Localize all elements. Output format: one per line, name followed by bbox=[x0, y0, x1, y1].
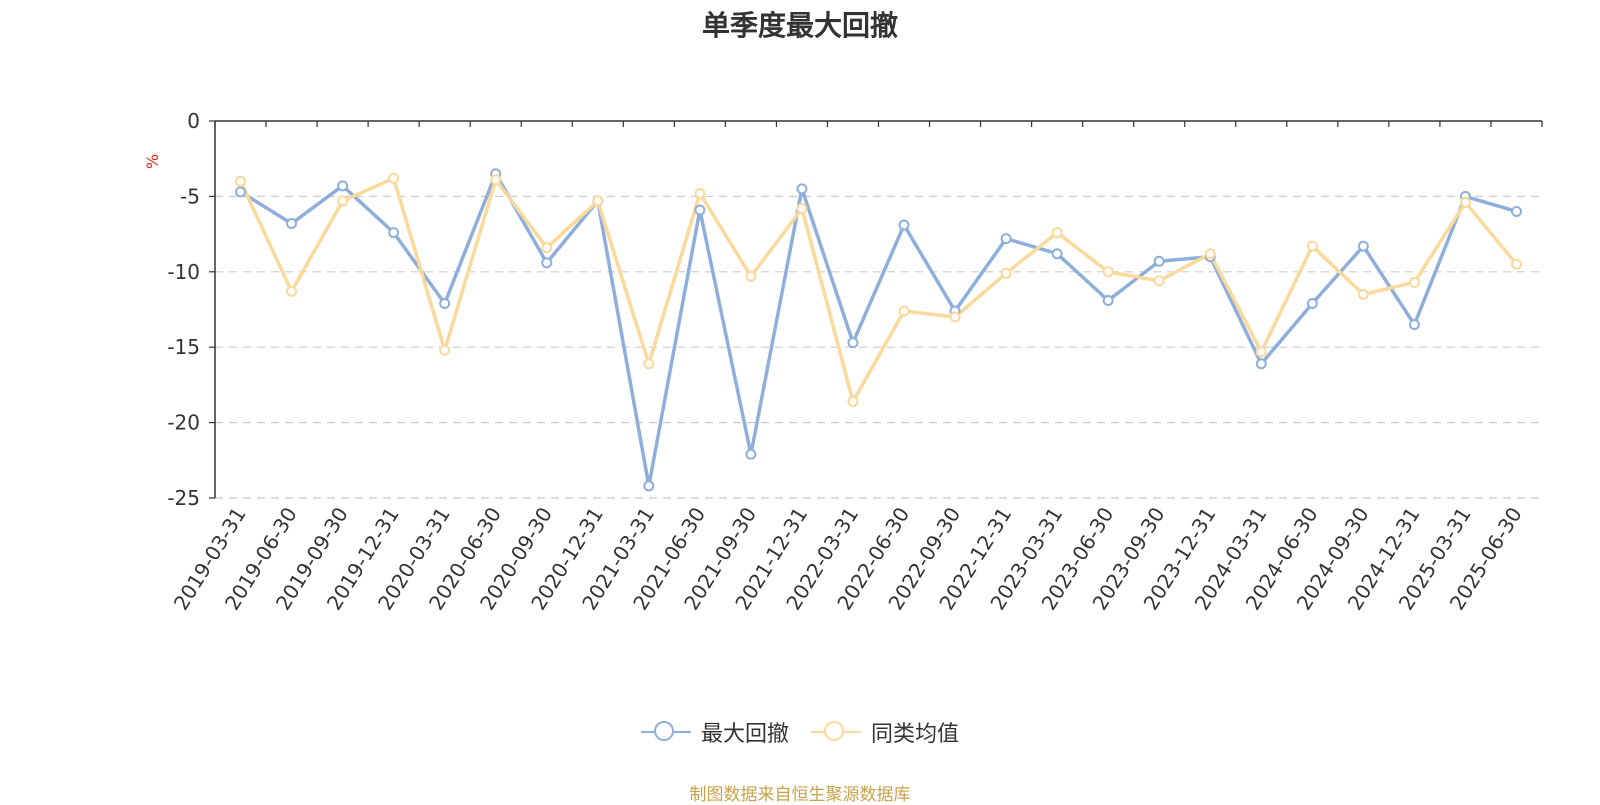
data-point-max-drawdown bbox=[898, 219, 910, 231]
y-tick-label: -20 bbox=[167, 411, 200, 435]
data-point-max-drawdown bbox=[643, 480, 655, 492]
y-axis-label: % bbox=[143, 154, 162, 169]
y-tick-label: 0 bbox=[187, 109, 200, 133]
legend-item-max-drawdown[interactable]: 最大回撤 bbox=[640, 716, 789, 748]
data-point-peer-average bbox=[898, 305, 910, 317]
data-point-peer-average bbox=[286, 285, 298, 297]
chart-title: 单季度最大回撤 bbox=[701, 9, 898, 42]
data-point-max-drawdown bbox=[847, 337, 859, 349]
data-point-max-drawdown bbox=[337, 180, 349, 192]
data-point-max-drawdown bbox=[1306, 297, 1318, 309]
data-point-max-drawdown bbox=[1408, 319, 1420, 331]
data-point-peer-average bbox=[694, 187, 706, 199]
y-tick-label: -10 bbox=[167, 260, 200, 284]
series-line-max-drawdown bbox=[239, 172, 1517, 488]
data-point-max-drawdown bbox=[745, 448, 757, 460]
y-tick-label: -25 bbox=[167, 486, 200, 510]
legend-label-max-drawdown: 最大回撤 bbox=[700, 722, 789, 747]
series-line-peer-average bbox=[238, 176, 1518, 404]
data-point-max-drawdown bbox=[1510, 205, 1522, 217]
data-point-peer-average bbox=[643, 358, 655, 370]
data-point-peer-average bbox=[490, 174, 502, 186]
data-point-peer-average bbox=[541, 242, 553, 254]
data-point-max-drawdown bbox=[1357, 240, 1369, 252]
data-point-max-drawdown bbox=[439, 297, 451, 309]
data-point-peer-average bbox=[388, 172, 400, 184]
data-point-peer-average bbox=[1204, 248, 1216, 260]
data-point-max-drawdown bbox=[1051, 248, 1063, 260]
data-point-peer-average bbox=[1306, 240, 1318, 252]
data-point-peer-average bbox=[796, 202, 808, 214]
data-point-peer-average bbox=[949, 311, 961, 323]
data-point-peer-average bbox=[1408, 276, 1420, 288]
data-point-max-drawdown bbox=[1000, 233, 1012, 245]
data-point-peer-average bbox=[592, 195, 604, 207]
data-point-max-drawdown bbox=[235, 186, 247, 198]
data-point-max-drawdown bbox=[286, 218, 298, 230]
data-point-max-drawdown bbox=[1102, 294, 1114, 306]
data-point-max-drawdown bbox=[796, 183, 808, 195]
y-tick-label: -5 bbox=[180, 184, 200, 208]
legend-marker-peer-average bbox=[811, 720, 861, 744]
data-point-peer-average bbox=[847, 395, 859, 407]
data-point-max-drawdown bbox=[1153, 255, 1165, 267]
legend-label-peer-average: 同类均值 bbox=[871, 722, 960, 747]
data-point-peer-average bbox=[1051, 227, 1063, 239]
legend: 最大回撤 同类均值 bbox=[0, 716, 1600, 748]
data-point-peer-average bbox=[1357, 288, 1369, 300]
data-point-peer-average bbox=[439, 344, 451, 356]
source-note: 制图数据来自恒生聚源数据库 bbox=[689, 785, 911, 805]
data-point-peer-average bbox=[1153, 275, 1165, 287]
data-point-peer-average bbox=[337, 195, 349, 207]
data-point-max-drawdown bbox=[1255, 358, 1267, 370]
data-point-max-drawdown bbox=[694, 204, 706, 216]
data-point-peer-average bbox=[235, 175, 247, 187]
data-point-peer-average bbox=[1000, 267, 1012, 279]
data-point-peer-average bbox=[1510, 258, 1522, 270]
legend-item-peer-average[interactable]: 同类均值 bbox=[811, 716, 959, 748]
data-point-max-drawdown bbox=[541, 257, 553, 269]
data-point-max-drawdown bbox=[388, 227, 400, 239]
data-point-peer-average bbox=[745, 270, 757, 282]
y-tick-label: -15 bbox=[167, 335, 200, 359]
data-point-peer-average bbox=[1255, 346, 1267, 358]
data-point-peer-average bbox=[1459, 196, 1471, 208]
legend-marker-max-drawdown bbox=[640, 720, 691, 744]
data-point-peer-average bbox=[1102, 266, 1114, 278]
